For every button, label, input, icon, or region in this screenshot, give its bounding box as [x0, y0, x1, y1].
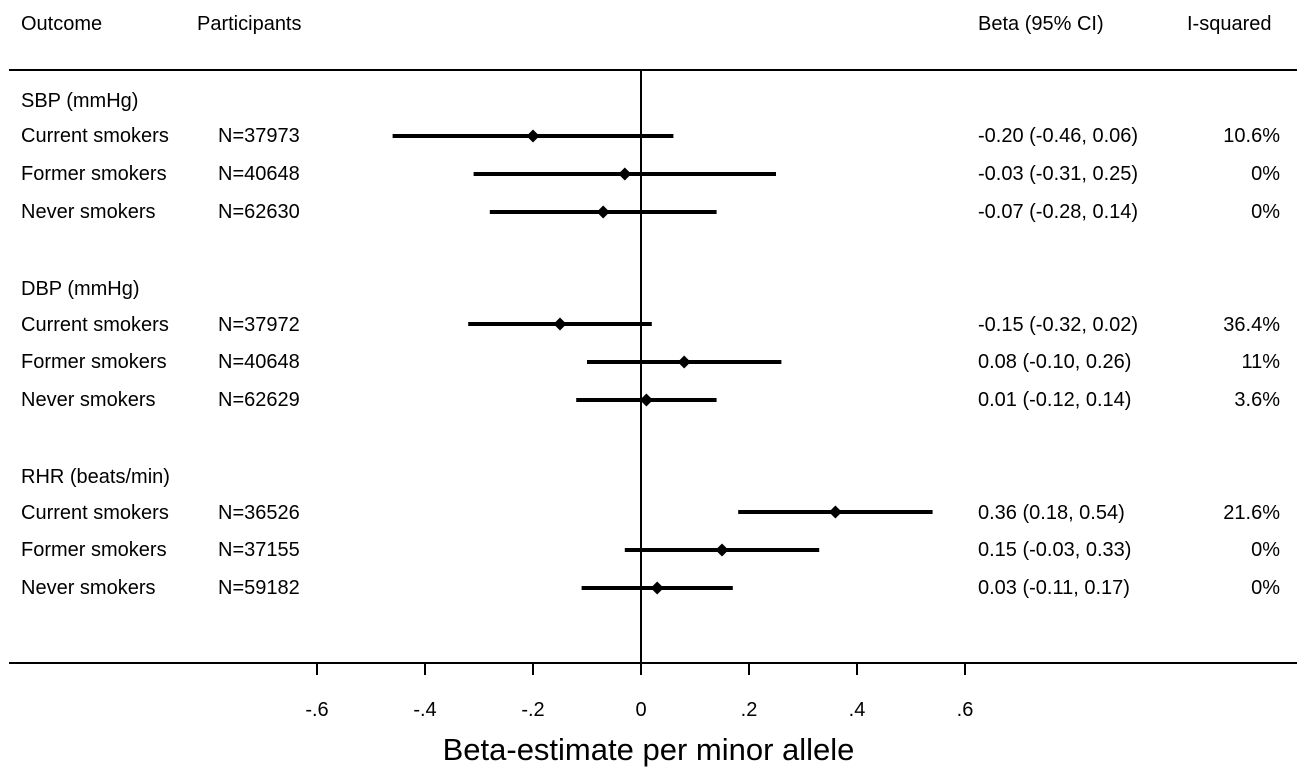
- bottom-rule: [9, 662, 1297, 664]
- row-label: Current smokers: [21, 125, 169, 147]
- row-i2: 0%: [1251, 163, 1280, 185]
- point-estimate-marker: [553, 317, 567, 331]
- top-rule: [9, 69, 1297, 71]
- row-ci-text: -0.15 (-0.32, 0.02): [978, 314, 1139, 336]
- row-label: Former smokers: [21, 163, 167, 185]
- point-estimate-marker: [828, 505, 842, 519]
- header-i-squared: I-squared: [1187, 13, 1272, 35]
- header-outcome: Outcome: [21, 13, 103, 35]
- row-i2: 0%: [1251, 201, 1280, 223]
- row-i2: 0%: [1251, 577, 1280, 599]
- row-n: N=59182: [218, 577, 300, 599]
- point-estimate-marker: [715, 543, 729, 557]
- row-n: N=62630: [218, 201, 300, 223]
- row-i2: 21.6%: [1223, 502, 1280, 524]
- row-i2: 10.6%: [1223, 125, 1280, 147]
- row-i2: 3.6%: [1234, 389, 1280, 411]
- point-estimate-marker: [618, 167, 632, 181]
- row-n: N=36526: [218, 502, 300, 524]
- x-tick-label: -.4: [413, 699, 436, 721]
- x-tick-label: -.6: [305, 699, 328, 721]
- point-estimate-marker: [526, 129, 540, 143]
- row-label: Former smokers: [21, 351, 167, 373]
- row-ci-text: -0.03 (-0.31, 0.25): [978, 163, 1139, 185]
- point-estimate-marker: [650, 581, 664, 595]
- row-n: N=62629: [218, 389, 300, 411]
- row-i2: 11%: [1241, 351, 1280, 373]
- group-title-dbp: DBP (mmHg): [21, 278, 140, 300]
- row-n: N=37973: [218, 125, 300, 147]
- row-n: N=40648: [218, 163, 300, 185]
- x-tick-label: 0: [635, 699, 646, 721]
- x-tick-label: .6: [957, 699, 974, 721]
- row-ci-text: -0.20 (-0.46, 0.06): [978, 125, 1139, 147]
- point-estimate-marker: [639, 393, 653, 407]
- row-label: Current smokers: [21, 502, 169, 524]
- row-n: N=40648: [218, 351, 300, 373]
- x-tick-label: -.2: [521, 699, 544, 721]
- row-label: Current smokers: [21, 314, 169, 336]
- point-estimate-marker: [596, 205, 610, 219]
- row-i2: 0%: [1251, 539, 1280, 561]
- x-axis-title: Beta-estimate per minor allele: [442, 732, 855, 767]
- row-i2: 36.4%: [1223, 314, 1280, 336]
- row-ci-text: 0.36 (0.18, 0.54): [978, 502, 1125, 524]
- row-label: Never smokers: [21, 389, 156, 411]
- row-label: Former smokers: [21, 539, 167, 561]
- row-ci-text: 0.03 (-0.11, 0.17): [978, 577, 1130, 599]
- x-tick-label: .4: [849, 699, 866, 721]
- row-ci-text: -0.07 (-0.28, 0.14): [978, 201, 1139, 223]
- header-beta-ci: Beta (95% CI): [978, 13, 1104, 35]
- row-label: Never smokers: [21, 577, 156, 599]
- row-n: N=37972: [218, 314, 300, 336]
- group-title-sbp: SBP (mmHg): [21, 90, 139, 112]
- row-n: N=37155: [218, 539, 300, 561]
- row-label: Never smokers: [21, 201, 156, 223]
- row-ci-text: 0.08 (-0.10, 0.26): [978, 351, 1132, 373]
- row-ci-text: 0.15 (-0.03, 0.33): [978, 539, 1132, 561]
- x-tick-label: .2: [741, 699, 758, 721]
- header-participants: Participants: [197, 13, 302, 35]
- row-ci-text: 0.01 (-0.12, 0.14): [978, 389, 1132, 411]
- group-title-rhr: RHR (beats/min): [21, 466, 170, 488]
- point-estimate-marker: [677, 355, 691, 369]
